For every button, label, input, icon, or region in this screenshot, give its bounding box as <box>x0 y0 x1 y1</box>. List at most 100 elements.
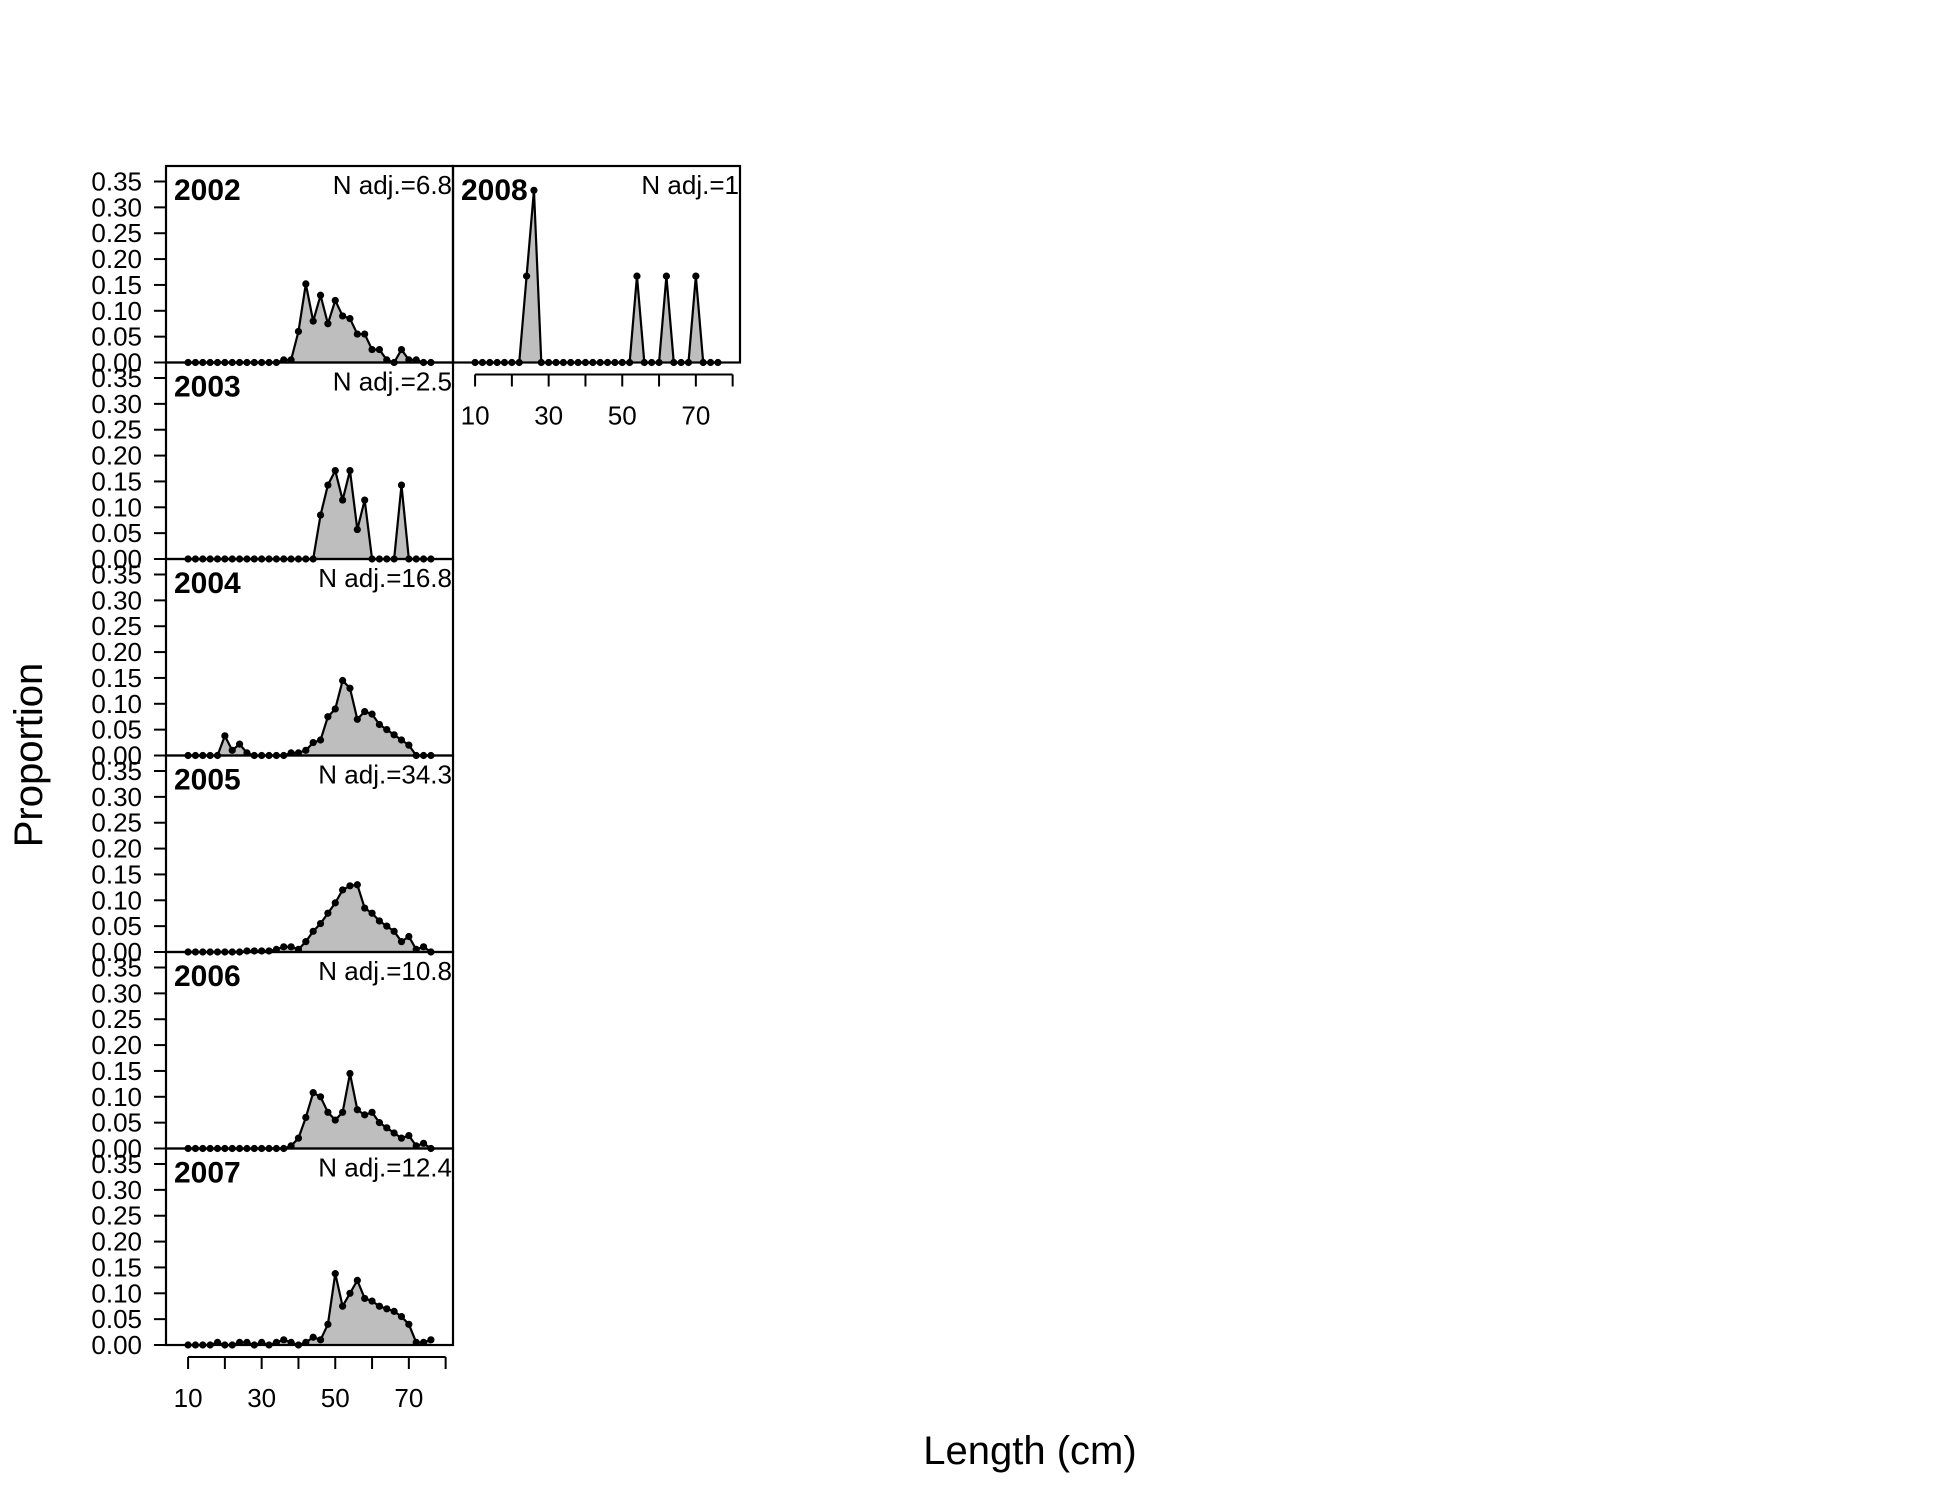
data-point <box>228 746 236 754</box>
data-point <box>280 943 288 951</box>
panel-year-label: 2002 <box>174 174 241 207</box>
distribution-line-2003 <box>188 469 431 561</box>
y-tick-label: 0.35 <box>91 363 142 393</box>
panel-2003: 0.000.050.100.150.200.250.300.35 2003 N ad… <box>91 361 455 574</box>
y-tick-label: 0.15 <box>91 466 142 496</box>
panel-2002: 0.000.050.100.150.200.250.300.35 2002 N ad… <box>91 164 455 378</box>
y-tick-label: 0.00 <box>91 1330 142 1360</box>
data-point <box>339 496 347 504</box>
data-point <box>375 345 384 354</box>
data-point <box>390 1129 398 1137</box>
x-tick-label: 10 <box>174 1383 203 1413</box>
data-point <box>662 272 671 280</box>
panel-2004: 0.000.050.100.150.200.250.300.35 2004 N ad… <box>91 557 455 771</box>
data-point <box>316 291 325 299</box>
panel-year-label: 2008 <box>461 174 528 207</box>
y-tick-label: 0.15 <box>91 859 142 889</box>
y-tick-label: 0.25 <box>91 415 142 445</box>
data-point <box>397 1134 406 1142</box>
data-point <box>331 1116 339 1124</box>
data-point <box>339 676 347 685</box>
y-tick-label: 0.10 <box>91 689 142 719</box>
data-point <box>235 740 244 748</box>
data-point <box>339 1108 347 1116</box>
data-point <box>346 1069 354 1078</box>
y-tick-label: 0.35 <box>91 953 142 983</box>
y-tick-label: 0.30 <box>91 585 142 615</box>
data-point <box>316 1093 325 1101</box>
y-tick-label: 0.00 <box>91 1134 142 1164</box>
panel-n-label: N adj.=16.8 <box>318 563 452 593</box>
y-tick-label: 0.25 <box>91 611 142 641</box>
y-tick-label: 0.25 <box>91 1201 142 1231</box>
panel-2005: 0.000.050.100.150.200.250.300.35 2005 N ad… <box>91 754 455 967</box>
y-tick-label: 0.20 <box>91 244 142 274</box>
y-tick-label: 0.30 <box>91 978 142 1008</box>
y-tick-label: 0.30 <box>91 782 142 812</box>
x-tick-label: 30 <box>534 401 563 431</box>
data-point <box>361 496 369 504</box>
y-tick-label: 0.35 <box>91 560 142 590</box>
data-point <box>633 272 641 280</box>
y-tick-label: 0.00 <box>91 937 142 967</box>
data-point <box>353 715 361 723</box>
data-point <box>397 938 406 946</box>
data-point <box>692 272 700 280</box>
x-tick-label: 10 <box>461 401 490 431</box>
data-point <box>397 345 406 354</box>
data-point <box>361 707 369 716</box>
panel-2008: 10 30 50 70 2008 N adj.=1 <box>451 164 742 431</box>
y-tick-label: 0.20 <box>91 834 142 864</box>
panel-2007: 0.000.050.100.150.200.250.300.35 10 30 50 70… <box>91 1147 455 1413</box>
y-tick-label: 0.35 <box>91 756 142 786</box>
data-point <box>316 1336 325 1344</box>
y-tick-label: 0.05 <box>91 1304 142 1334</box>
panels: 0.000.050.100.150.200.250.300.35 2002 N ad… <box>91 164 742 1413</box>
x-tick-label: 50 <box>321 1383 350 1413</box>
data-point <box>280 1336 288 1344</box>
data-point <box>397 481 406 489</box>
data-point <box>361 330 369 338</box>
data-point <box>427 1336 435 1344</box>
data-point <box>324 1320 332 1328</box>
distribution-area-2002 <box>188 283 431 363</box>
panel-n-label: N adj.=10.8 <box>318 956 452 986</box>
data-point <box>375 917 384 925</box>
data-point <box>324 320 332 328</box>
data-point <box>390 731 398 739</box>
data-point <box>346 1289 354 1297</box>
data-point <box>346 684 354 692</box>
data-point <box>397 736 406 744</box>
y-tick-label: 0.15 <box>91 270 142 300</box>
y-tick-label: 0.05 <box>91 1108 142 1138</box>
y-tick-label: 0.05 <box>91 322 142 352</box>
y-tick-label: 0.20 <box>91 441 142 471</box>
data-point <box>324 713 332 721</box>
data-point <box>309 738 317 747</box>
data-point <box>368 1108 376 1116</box>
distribution-area-2008 <box>475 190 718 363</box>
data-point <box>390 927 398 935</box>
data-point <box>331 466 339 475</box>
panel-year-label: 2006 <box>174 960 241 993</box>
panel-year-label: 2007 <box>174 1157 241 1190</box>
panel-year-label: 2004 <box>174 567 241 600</box>
data-point <box>383 726 391 734</box>
data-point <box>368 1297 376 1305</box>
data-point <box>522 272 531 280</box>
data-point <box>287 943 295 951</box>
y-tick-label: 0.20 <box>91 1227 142 1257</box>
y-tick-label: 0.20 <box>91 637 142 667</box>
data-point <box>309 1333 317 1341</box>
y-tick-label: 0.30 <box>91 192 142 222</box>
data-point <box>339 1302 347 1310</box>
data-point <box>405 1320 413 1328</box>
y-tick-label: 0.10 <box>91 885 142 915</box>
y-tick-label: 0.10 <box>91 1082 142 1112</box>
data-point <box>331 705 339 713</box>
y-axis-label: Proportion <box>7 663 51 848</box>
distribution-area-2007 <box>188 1273 431 1345</box>
data-point <box>302 746 310 754</box>
panel-n-label: N adj.=34.3 <box>318 760 452 790</box>
data-point <box>346 314 354 323</box>
